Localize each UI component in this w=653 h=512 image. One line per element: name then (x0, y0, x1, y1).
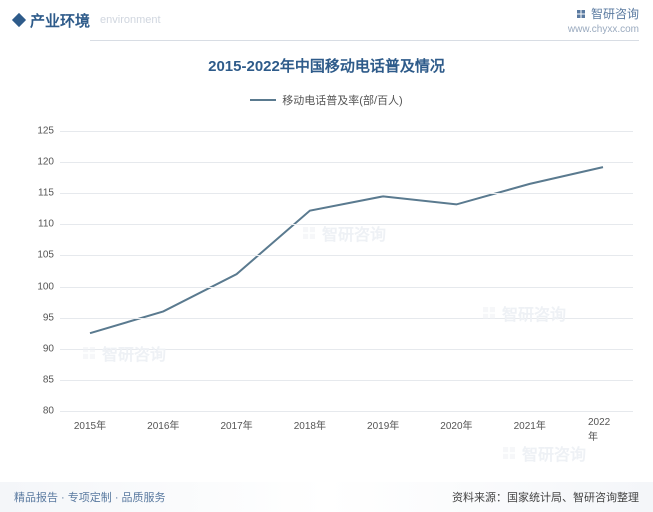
brand-text: 智研咨询 (591, 5, 639, 22)
legend-label: 移动电话普及率(部/百人) (282, 92, 402, 108)
page-root: 产业环境 environment 智研咨询 www.chyxx.com 2015… (0, 0, 653, 512)
grid-line (60, 162, 633, 163)
header-subtitle: environment (100, 14, 161, 26)
grid-line (60, 193, 633, 194)
series-line (90, 167, 603, 333)
y-axis-label: 125 (37, 126, 54, 137)
grid-line (60, 287, 633, 288)
x-axis-label: 2015年 (74, 417, 106, 432)
header-right: 智研咨询 www.chyxx.com (568, 5, 639, 35)
grid-line (60, 380, 633, 381)
x-axis-label: 2020年 (440, 417, 472, 432)
footer-right: 资料来源：国家统计局、智研咨询整理 (452, 489, 639, 505)
grid-line (60, 411, 633, 412)
header-title: 产业环境 (30, 10, 90, 31)
footer-left: 精品报告 · 专项定制 · 品质服务 (14, 489, 166, 505)
y-axis-label: 95 (43, 312, 54, 323)
y-axis-label: 100 (37, 281, 54, 292)
header: 产业环境 environment 智研咨询 www.chyxx.com (0, 0, 653, 40)
x-axis-label: 2019年 (367, 417, 399, 432)
grid-line (60, 255, 633, 256)
x-axis-label: 2022年 (588, 417, 618, 443)
legend-line-icon (250, 99, 276, 101)
brand-row: 智研咨询 (568, 5, 639, 22)
chart-legend: 移动电话普及率(部/百人) (0, 82, 653, 112)
chart-container: 2015-2022年中国移动电话普及情况 移动电话普及率(部/百人) 80859… (0, 41, 653, 471)
y-axis-label: 120 (37, 157, 54, 168)
y-axis-label: 80 (43, 406, 54, 417)
y-axis-label: 105 (37, 250, 54, 261)
brand-logo-icon (575, 8, 587, 20)
watermark: 智研咨询 (500, 441, 586, 465)
grid-line (60, 131, 633, 132)
header-left: 产业环境 environment (14, 10, 161, 31)
legend-item: 移动电话普及率(部/百人) (250, 92, 402, 108)
grid-line (60, 224, 633, 225)
x-axis-label: 2018年 (294, 417, 326, 432)
y-axis-label: 115 (38, 188, 54, 199)
grid-line (60, 349, 633, 350)
grid-line (60, 318, 633, 319)
y-axis-label: 90 (43, 343, 54, 354)
plot-area: 808590951001051101151201252015年2016年2017… (60, 131, 633, 411)
line-series (60, 131, 633, 411)
footer: 精品报告 · 专项定制 · 品质服务 资料来源：国家统计局、智研咨询整理 (0, 482, 653, 512)
x-axis-label: 2016年 (147, 417, 179, 432)
diamond-icon (12, 13, 26, 27)
x-axis-label: 2017年 (220, 417, 252, 432)
brand-url: www.chyxx.com (568, 24, 639, 35)
x-axis-label: 2021年 (514, 417, 546, 432)
y-axis-label: 85 (43, 374, 54, 385)
y-axis-label: 110 (38, 219, 54, 230)
chart-title: 2015-2022年中国移动电话普及情况 (0, 41, 653, 82)
